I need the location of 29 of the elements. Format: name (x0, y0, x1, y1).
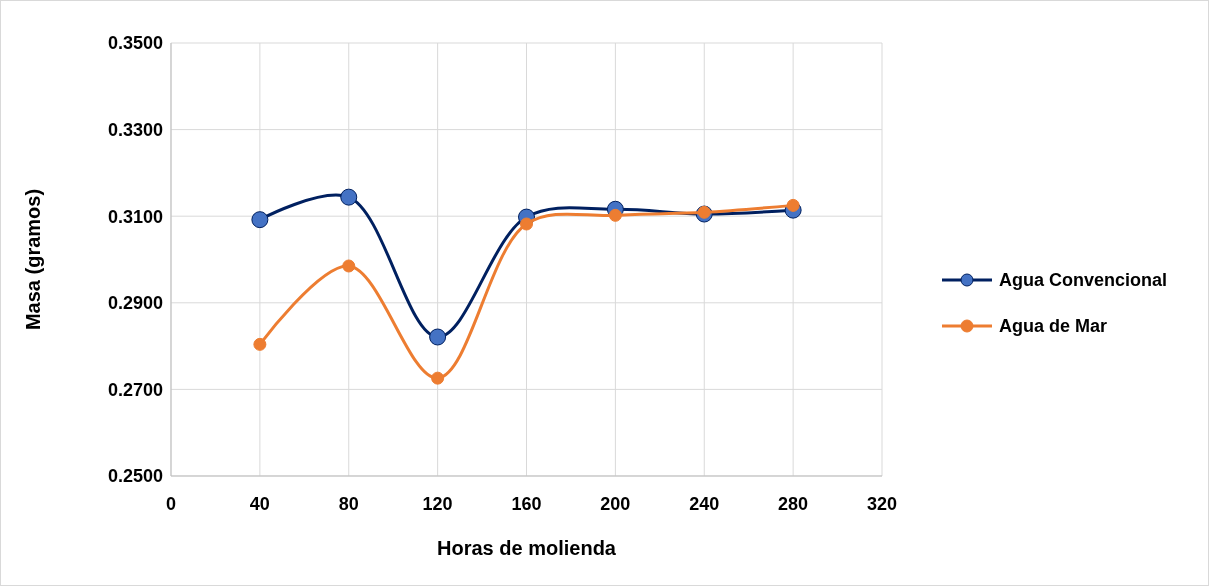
point (786, 198, 800, 212)
y-tick-label: 0.3100 (107, 206, 163, 227)
legend-label: Agua Convencional (999, 270, 1168, 291)
x-tick-label: 200 (600, 494, 631, 514)
point (608, 208, 622, 222)
x-tick-label: 280 (778, 494, 809, 514)
x-tick-label: 80 (338, 494, 359, 514)
point (520, 217, 533, 231)
x-tick-label: 40 (249, 494, 270, 514)
x-tick-label: 240 (689, 494, 720, 514)
y-tick-label: 0.3300 (107, 119, 163, 140)
y-axis-title: Masa (gramos) (22, 188, 44, 331)
y-tick-label: 0.2700 (107, 379, 163, 400)
point (697, 205, 711, 219)
x-tick-label: 0 (165, 494, 177, 514)
x-tick-label: 160 (511, 494, 542, 514)
x-tick-label: 120 (422, 494, 453, 514)
x-tick-label: 320 (866, 494, 898, 514)
legend-label: Agua de Mar (999, 316, 1108, 337)
point (251, 211, 269, 229)
y-tick-label: 0.2500 (107, 466, 163, 487)
y-tick-label: 0.2900 (107, 293, 163, 314)
y-tick-label: 0.3500 (107, 33, 163, 54)
point (253, 337, 267, 351)
point (431, 371, 445, 385)
x-axis-title: Horas de molienda (437, 537, 617, 559)
point (429, 328, 447, 346)
point (342, 259, 356, 273)
point (340, 188, 358, 206)
